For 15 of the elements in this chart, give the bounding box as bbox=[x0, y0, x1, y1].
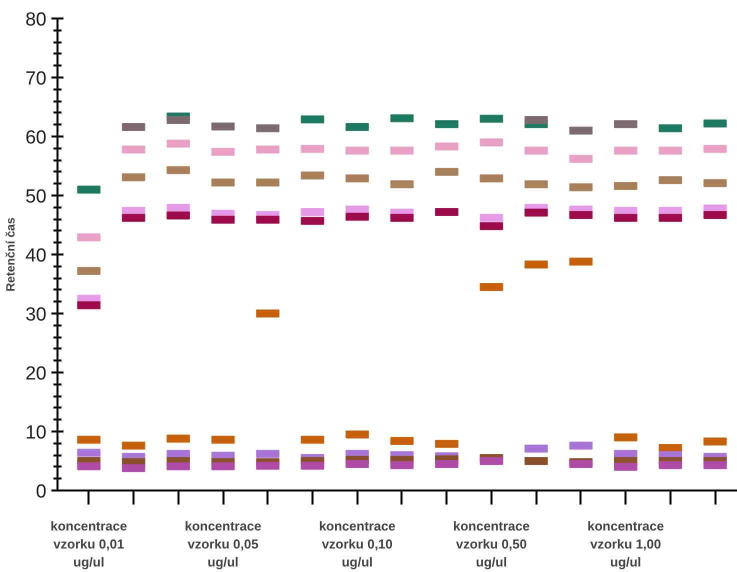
y-tick-label: 50 bbox=[25, 186, 47, 208]
x-tick-label: koncentrace vzorku 0,01 ug/ul bbox=[50, 518, 128, 570]
y-axis-title: Retenční čas bbox=[3, 217, 18, 292]
y-tick-label: 70 bbox=[25, 68, 47, 90]
y-tick-label: 10 bbox=[25, 422, 47, 444]
y-tick-label: 60 bbox=[25, 128, 47, 148]
y-tick-label: 80 bbox=[25, 10, 47, 30]
y-tick-label: 30 bbox=[25, 304, 47, 326]
x-tick-label: koncentrace vzorku 0,05 ug/ul bbox=[184, 518, 262, 570]
y-tick-label: 20 bbox=[25, 364, 47, 384]
x-tick-label: koncentrace vzorku 1,00 ug/ul bbox=[587, 518, 664, 570]
y-tick-label: 0 bbox=[36, 482, 47, 502]
x-tick-label: koncentrace vzorku 0,10 ug/ul bbox=[318, 518, 396, 570]
y-tick-label: 40 bbox=[25, 246, 47, 266]
x-tick-label: koncentrace vzorku 0,50 ug/ul bbox=[453, 518, 530, 570]
